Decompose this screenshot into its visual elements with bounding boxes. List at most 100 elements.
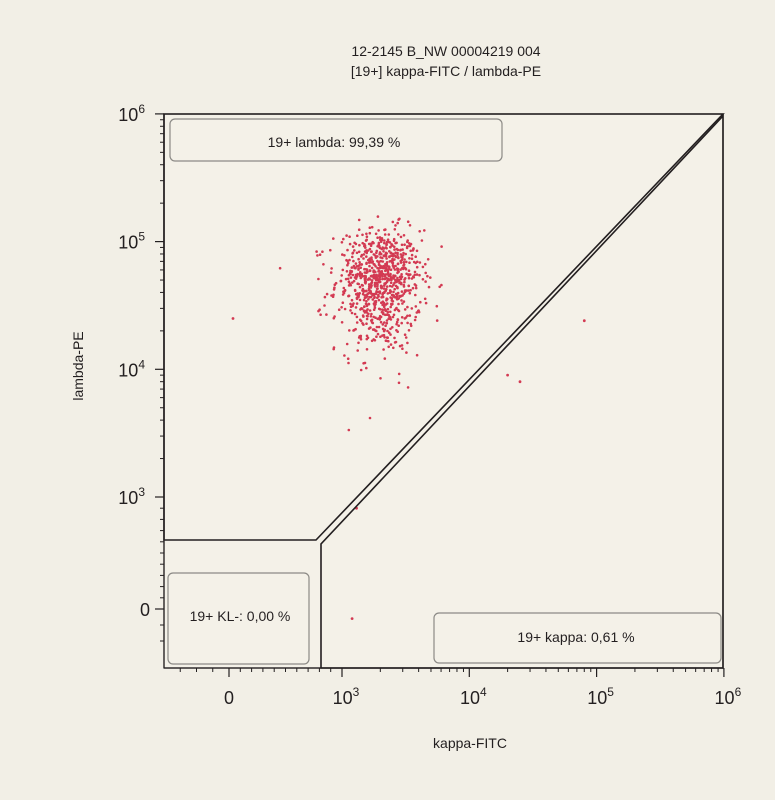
event-dot (372, 338, 376, 341)
event-dot (403, 333, 407, 337)
event-dot (373, 285, 377, 288)
event-dot (370, 266, 374, 270)
event-dot (401, 256, 404, 260)
event-dot (385, 257, 388, 260)
event-dot (391, 244, 394, 247)
event-dot (378, 278, 381, 281)
event-dot (382, 287, 386, 290)
event-dot (415, 265, 419, 269)
event-dot (357, 218, 361, 222)
event-dot (396, 286, 399, 290)
event-dot (424, 271, 428, 275)
event-dot (394, 264, 397, 268)
event-dot (385, 240, 389, 244)
event-dot (393, 308, 397, 312)
event-dot (376, 255, 379, 258)
event-dot (343, 254, 346, 257)
event-dot (342, 237, 345, 241)
event-dot (374, 232, 378, 236)
event-dot (385, 336, 389, 339)
gate-label-lambda-box (169, 118, 503, 162)
event-dot (415, 273, 419, 276)
event-dot (350, 617, 354, 620)
event-dot (352, 259, 355, 263)
event-dot (372, 308, 376, 312)
event-dot (401, 347, 404, 351)
event-dot (403, 258, 406, 261)
event-dot (347, 280, 351, 284)
event-dot (343, 288, 347, 292)
event-dot (406, 245, 409, 248)
event-dot (346, 277, 350, 281)
event-dot (405, 260, 408, 264)
event-dot (368, 264, 371, 268)
event-dot (506, 373, 509, 377)
event-dot (413, 318, 417, 322)
event-dot (362, 298, 366, 302)
event-dot (344, 277, 348, 281)
event-dot (397, 372, 401, 376)
event-dot (394, 224, 397, 227)
event-dot (348, 235, 351, 238)
event-dot (349, 302, 352, 306)
event-dot (372, 276, 376, 280)
event-dot (385, 261, 389, 264)
event-dot (346, 261, 350, 265)
event-dot (382, 348, 385, 351)
event-dot (383, 233, 387, 236)
event-dot (396, 330, 400, 334)
event-dot (388, 315, 391, 318)
event-dot (414, 284, 418, 287)
event-dot (329, 271, 333, 274)
event-dot (384, 282, 387, 286)
event-dot (383, 228, 386, 232)
event-dot (426, 258, 430, 261)
event-dot (385, 276, 388, 280)
event-dot (347, 284, 351, 287)
event-dot (332, 347, 336, 351)
event-dot (401, 302, 404, 305)
event-dot (351, 245, 355, 248)
event-dot (435, 319, 439, 322)
event-dot (334, 281, 338, 285)
event-dot (400, 281, 403, 285)
chart-title: 12-2145 B_NW 00004219 004 (351, 43, 540, 59)
event-dot (375, 249, 379, 253)
event-dot (379, 320, 383, 324)
event-dot (346, 263, 349, 267)
event-dot (379, 335, 382, 339)
event-dot (374, 265, 377, 268)
event-dot (379, 265, 383, 269)
event-dot (384, 262, 387, 266)
event-dot (402, 260, 406, 264)
event-dot (354, 306, 358, 309)
event-dot (400, 243, 404, 247)
event-dot (392, 237, 396, 241)
event-dot (365, 317, 369, 321)
event-dot (370, 318, 374, 322)
event-dot (376, 266, 379, 270)
event-dot (354, 262, 358, 265)
event-dot (377, 280, 381, 284)
event-dot (395, 322, 398, 326)
event-dot (368, 231, 372, 235)
event-dot (350, 266, 354, 269)
event-dot (363, 267, 366, 271)
event-dot (353, 249, 356, 252)
event-dot (380, 286, 383, 290)
event-dot (377, 293, 380, 297)
event-dot (384, 269, 387, 273)
event-dot (411, 249, 415, 252)
event-dot (358, 243, 361, 247)
event-dot (424, 262, 427, 266)
event-dot (378, 272, 381, 276)
event-dot (394, 340, 398, 344)
event-dot (410, 253, 414, 257)
event-dot (419, 300, 422, 304)
event-dot (387, 233, 391, 236)
event-dot (420, 239, 424, 242)
event-dots (231, 215, 586, 620)
event-dot (360, 307, 364, 311)
event-dot (421, 278, 425, 281)
